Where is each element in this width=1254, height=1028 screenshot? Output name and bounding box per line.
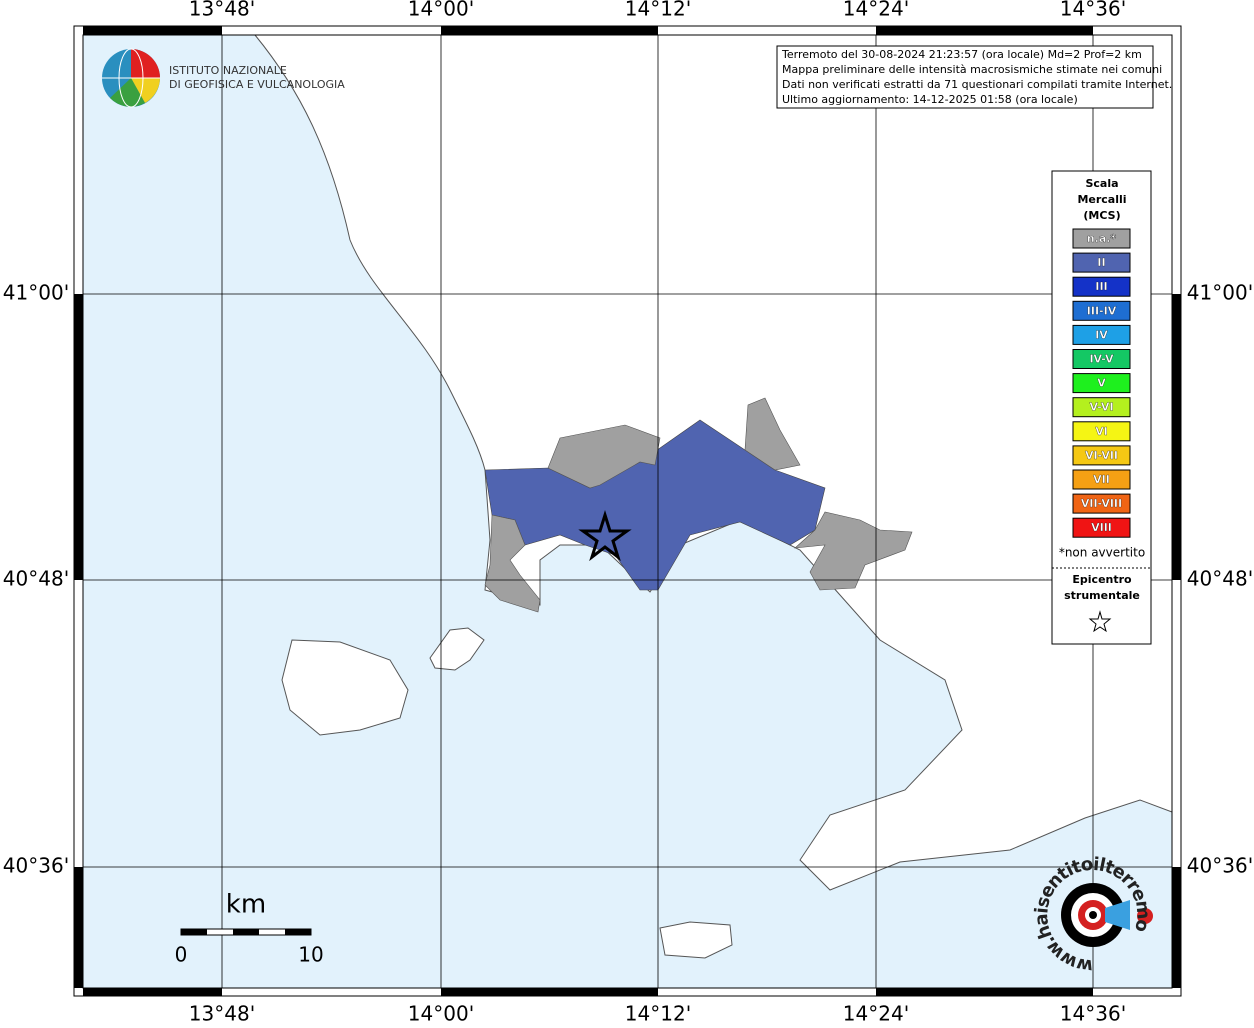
legend-star [1088,610,1112,633]
info-line: Mappa preliminare delle intensità macros… [782,63,1162,76]
legend-swatch [1072,349,1131,369]
legend-swatch [1072,228,1131,249]
scale-label: 0 [175,943,188,967]
axis-labels: 13°48' 13°48' 14°00' 14°00' 14°12' 14°12' 14°2… [3,0,1253,1026]
area-not-assessed [744,397,801,471]
legend-swatch [1072,373,1131,394]
legend-label: VI-VII [1085,449,1118,462]
area-not-assessed [484,514,541,613]
legend-swatch [1072,421,1131,442]
lat-label: 41°00' [1187,281,1253,305]
scale-unit: km [226,890,266,920]
lon-label: 14°36' [1060,1002,1126,1025]
legend-swatch [1072,517,1131,538]
legend-label: III [1095,280,1107,293]
island-procida [429,627,485,671]
legend-swatch [1072,397,1131,418]
lon-label: 14°12' [625,0,691,21]
lon-label: 14°24' [843,1002,909,1025]
area-intensity-ii [484,419,826,591]
legend-label: V [1097,377,1106,390]
legend-label: II [1097,256,1105,269]
legend-label: VIII [1091,521,1112,534]
legend-label: IV [1095,328,1108,341]
legend-label: VI [1095,425,1108,438]
legend-swatch [1072,493,1131,514]
map-frame [73,25,1182,997]
legend-title: Scala [1085,177,1118,190]
lon-label: 14°36' [1060,0,1126,21]
legend-swatch [1072,252,1131,273]
info-line: Dati non verificati estratti da 71 quest… [782,78,1172,91]
epicenter-star [578,509,632,562]
legend-label: VII [1093,473,1110,486]
info-line: Terremoto del 30-08-2024 21:23:57 (ora l… [781,48,1142,61]
area-not-assessed [547,424,661,489]
legend-epicenter: Epicentro [1072,573,1132,586]
logo-text: DI GEOFISICA E VULCANOLOGIA [169,78,345,91]
legend-label: III-IV [1087,304,1117,317]
ingv-logo: ISTITUTO NAZIONALE DI GEOFISICA E VULCAN… [102,48,345,108]
lat-label: 41°00' [3,281,69,305]
legend-epicenter: strumentale [1064,589,1140,602]
lon-label: 14°12' [625,1002,691,1025]
legend-label: n.a.* [1087,232,1117,245]
lon-label: 13°48' [189,1002,255,1025]
legend-swatch [1072,445,1131,466]
lat-label: 40°36' [1187,854,1253,878]
legend-title: Mercalli [1077,193,1126,206]
scale-bar: km 0 10 [175,890,324,967]
legend-note: *non avvertito [1059,546,1145,560]
info-line: Ultimo aggiornamento: 14-12-2025 01:58 (… [782,93,1078,106]
island-capri [659,921,733,959]
legend-label: VII-VIII [1081,497,1122,510]
legend-swatch [1072,469,1131,490]
legend-label: V-VI [1089,401,1113,414]
legend: ScalaMercalli(MCS)n.a.*IIIIIIII-IVIVIV-V… [1051,170,1152,645]
info-box: Terremoto del 30-08-2024 21:23:57 (ora l… [776,45,1172,109]
lon-label: 14°24' [843,0,909,21]
scale-label: 10 [298,943,323,967]
lat-label: 40°36' [3,854,69,878]
lat-label: 40°48' [1187,567,1253,591]
lon-label: 14°00' [408,0,474,21]
legend-swatch [1072,300,1131,321]
logo-text: ISTITUTO NAZIONALE [169,64,287,77]
island-ischia [281,639,409,736]
lon-label: 13°48' [189,0,255,21]
legend-swatch [1072,276,1131,297]
lat-label: 40°48' [3,567,69,591]
legend-label: IV-V [1089,353,1114,366]
legend-title: (MCS) [1083,209,1120,222]
area-not-assessed [794,511,913,591]
lon-label: 14°00' [408,1002,474,1025]
legend-swatch [1072,324,1131,345]
